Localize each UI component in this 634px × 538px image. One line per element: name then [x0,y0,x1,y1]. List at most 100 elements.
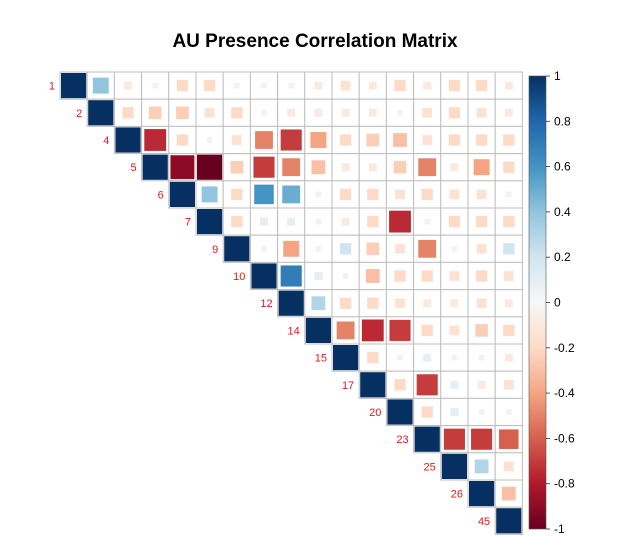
correlation-square [503,134,515,146]
colorbar-tick-label: 0.6 [554,160,571,174]
correlation-square [278,290,304,316]
row-label: 9 [212,244,218,256]
correlation-square [475,215,488,228]
correlation-square [340,80,351,91]
correlation-square [394,79,406,92]
correlation-square [478,409,485,415]
chart-title: AU Presence Correlation Matrix [172,31,458,52]
correlation-square [476,243,487,254]
correlation-square [503,271,514,281]
correlation-square [476,298,487,309]
correlation-square [201,186,218,203]
correlation-square [450,408,459,416]
correlation-square [282,185,301,204]
row-label: 1 [49,81,55,93]
correlation-square [414,426,440,452]
row-label: 6 [158,189,164,201]
correlation-square [476,107,487,118]
correlation-square [448,107,461,119]
correlation-square [305,317,331,343]
correlation-square [448,79,461,92]
correlation-square [315,218,322,225]
correlation-square [261,82,267,89]
colorbar-tick-label: 0.8 [554,114,571,128]
correlation-square [443,428,465,450]
correlation-square [449,325,460,336]
correlation-square [367,188,379,201]
correlation-square [423,353,432,362]
correlation-square [366,242,380,256]
row-label: 14 [288,325,300,337]
correlation-square [503,379,514,390]
correlation-square [451,354,458,361]
correlation-square [142,154,168,180]
correlation-square [503,161,515,173]
correlation-square [251,263,277,289]
correlation-square [314,108,323,117]
row-label: 4 [103,135,109,147]
correlation-square [260,217,268,226]
correlation-square [254,184,274,205]
correlation-square [471,428,493,450]
correlation-square [148,106,162,120]
correlation-square [176,134,189,146]
row-label: 10 [233,271,245,283]
correlation-square [287,217,296,226]
colorbar: 1 0.8 0.6 0.4 0.2 0 -0.2 -0.4 -0.6 -0.8 -1 [528,69,575,536]
correlation-square [501,486,516,501]
correlation-square [393,133,407,147]
correlation-square [448,215,461,228]
correlation-square [393,160,407,174]
correlation-square [261,109,267,116]
correlation-square [387,399,413,425]
correlation-square [366,133,380,147]
correlation-square [450,163,459,172]
correlation-square [423,81,432,90]
correlation-square [342,273,349,279]
correlation-square [203,79,216,92]
correlation-square [450,380,459,389]
colorbar-tick-label: 1 [554,69,561,83]
correlation-square [503,215,515,228]
correlation-square [365,269,380,283]
colorbar-tick-label: 0 [554,296,561,310]
colorbar-tick-label: -0.2 [554,341,575,355]
correlation-square [473,159,490,176]
colorbar-tick-label: 0.4 [554,205,571,219]
correlation-square [152,82,159,89]
correlation-square [451,245,458,252]
correlation-square [416,374,438,396]
cells-layer [61,73,522,534]
correlation-square [92,77,109,94]
correlation-square [394,379,406,391]
correlation-square [170,155,195,180]
correlation-square [368,81,377,90]
grid-cell [494,316,523,345]
correlation-square [395,298,405,309]
row-label: 23 [396,434,408,446]
colorbar-tick-label: -0.6 [554,431,575,445]
correlation-square [341,163,350,172]
correlation-square [504,353,513,362]
correlation-square [280,129,302,151]
correlation-square [233,82,240,89]
correlation-square [231,107,243,119]
correlation-square [421,270,433,282]
correlation-square [287,108,296,117]
correlation-square [315,191,322,198]
correlation-square [421,188,433,201]
correlation-square [476,189,487,200]
correlation-square [475,134,488,146]
correlation-square [367,215,379,228]
correlation-square [339,134,352,146]
correlation-square [503,324,515,337]
correlation-square [450,299,459,308]
row-label: 7 [185,217,191,229]
correlation-square [122,107,134,119]
row-label: 2 [76,108,82,120]
correlation-square [339,297,352,309]
row-label: 25 [424,461,436,473]
correlation-square [418,158,437,177]
correlation-square [504,108,513,117]
